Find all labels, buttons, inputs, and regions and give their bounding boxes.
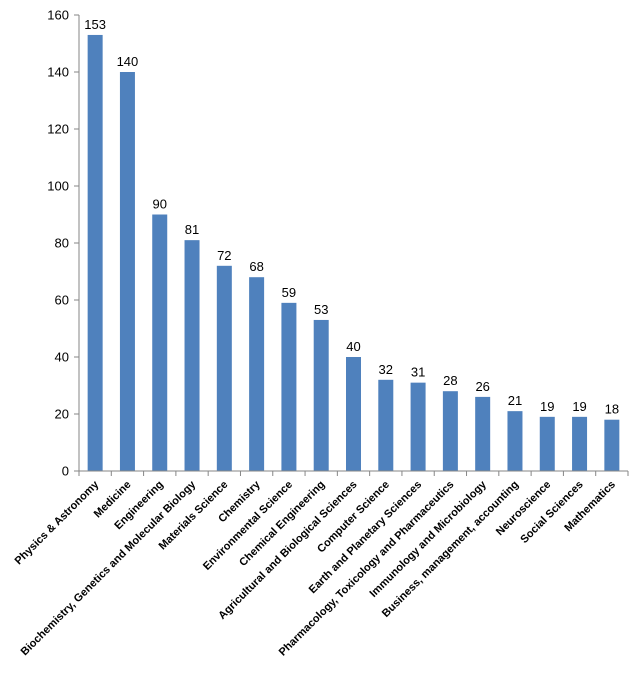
data-label: 153 [84, 17, 106, 32]
bar [152, 214, 168, 471]
y-tick-label: 60 [55, 293, 69, 308]
bar [87, 34, 103, 471]
data-label: 68 [249, 259, 263, 274]
y-tick-label: 0 [62, 464, 69, 479]
y-tick-label: 40 [55, 350, 69, 365]
data-label: 31 [411, 365, 425, 380]
data-label: 18 [605, 402, 619, 417]
y-tick-label: 160 [47, 8, 69, 23]
data-label: 72 [217, 248, 231, 263]
bar [572, 416, 588, 471]
bar [604, 419, 620, 471]
y-tick-label: 120 [47, 122, 69, 137]
bar [184, 240, 200, 471]
y-tick-label: 100 [47, 179, 69, 194]
bar [442, 391, 458, 471]
bar [507, 411, 523, 471]
data-label: 19 [572, 399, 586, 414]
bar [378, 379, 394, 471]
data-label: 28 [443, 373, 457, 388]
bar [313, 319, 329, 471]
data-label: 53 [314, 302, 328, 317]
bar [281, 302, 297, 471]
bar [119, 72, 135, 471]
y-tick-label: 80 [55, 236, 69, 251]
category-labels: Physics & AstronomyMedicineEngineeringBi… [13, 478, 618, 658]
y-tick-label: 20 [55, 407, 69, 422]
data-labels: 153 140 90 81 72 68 59 53 40 32 31 28 26 21 19 19 18 [84, 17, 619, 417]
data-label: 81 [185, 222, 199, 237]
data-label: 26 [475, 379, 489, 394]
category-label: Physics & Astronomy [13, 478, 102, 567]
bar [410, 382, 426, 471]
data-label: 40 [346, 339, 360, 354]
y-axis-ticks: 0 20 40 60 80 100 120 140 160 [47, 8, 629, 479]
data-label: 21 [508, 393, 522, 408]
data-label: 32 [379, 362, 393, 377]
data-label: 59 [282, 285, 296, 300]
y-tick-label: 140 [47, 65, 69, 80]
bar [346, 357, 361, 471]
bar [249, 277, 265, 471]
bar [539, 416, 555, 471]
bars [87, 34, 620, 471]
data-label: 140 [117, 54, 139, 69]
data-label: 19 [540, 399, 554, 414]
category-label: Immunology and Microbiology [368, 478, 490, 600]
bar [475, 396, 491, 471]
bar [216, 265, 232, 471]
data-label: 90 [153, 197, 167, 212]
